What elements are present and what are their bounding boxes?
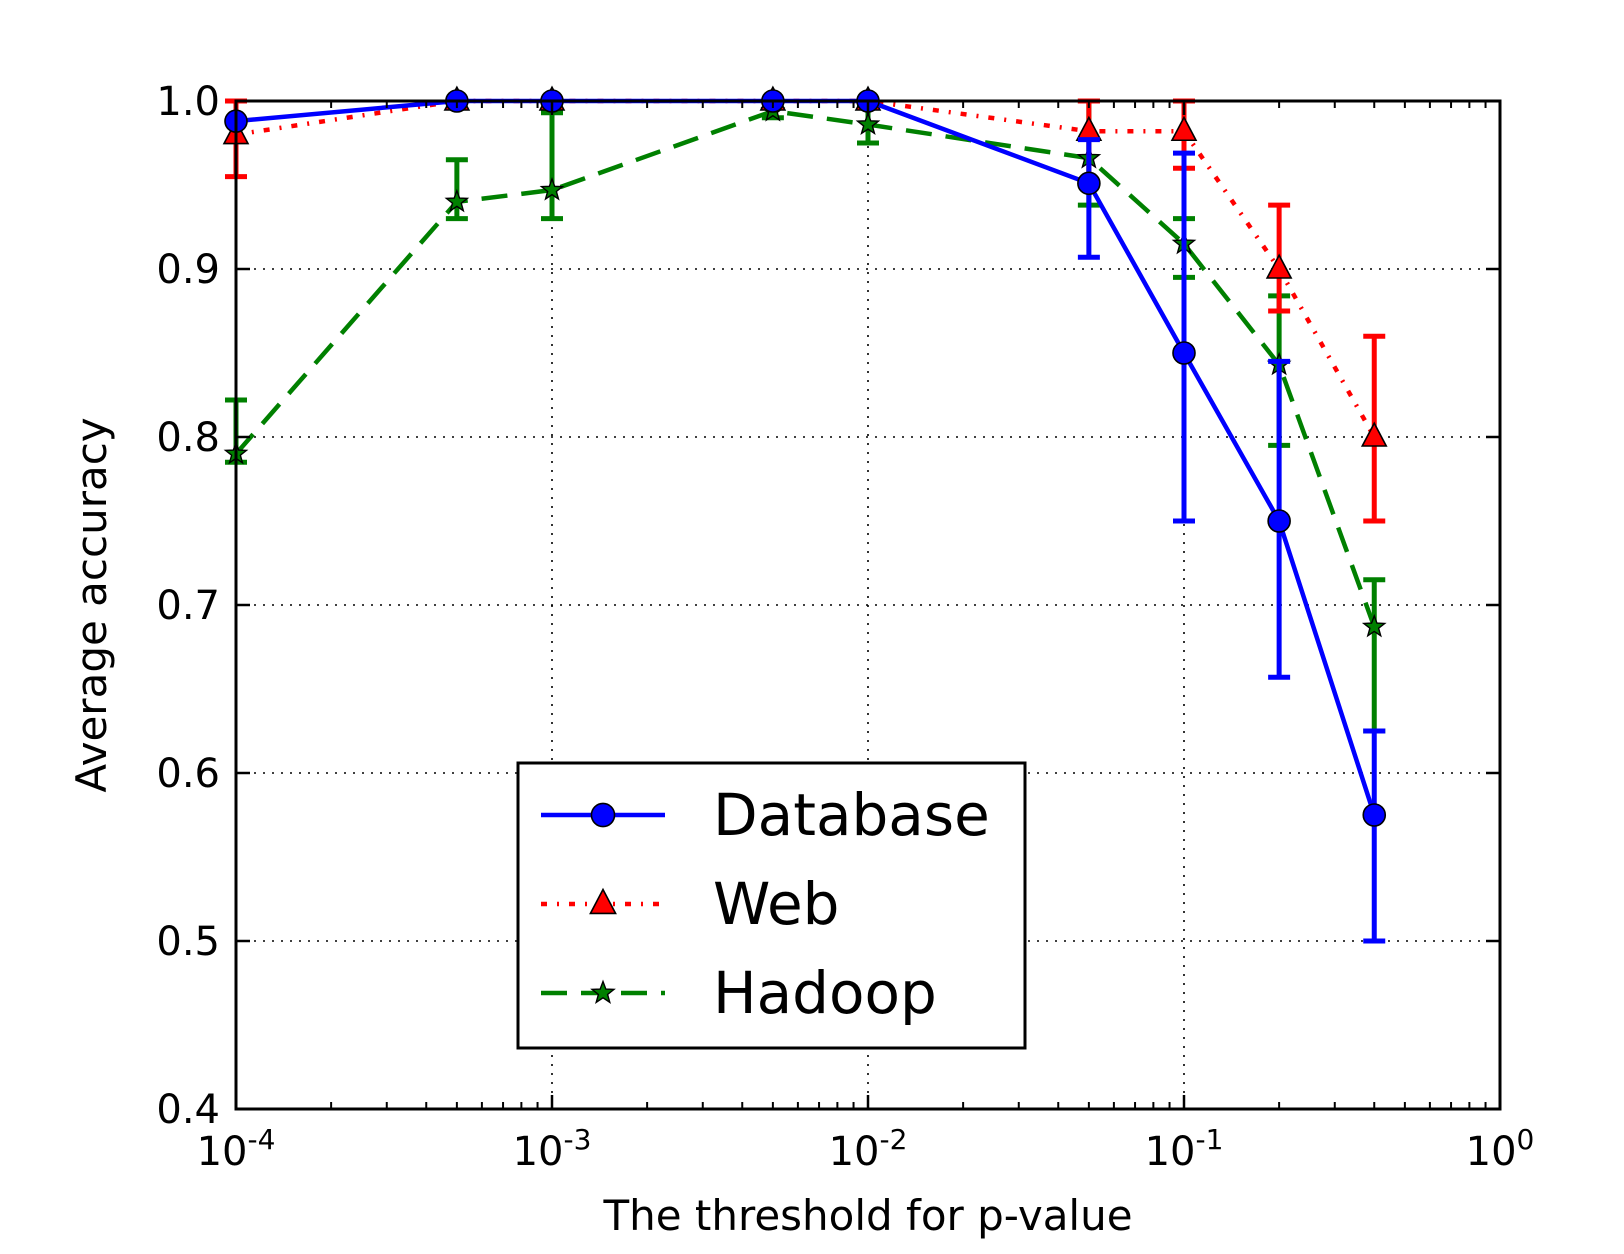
- data-point: [590, 979, 616, 1004]
- x-tick-exponent: -3: [563, 1123, 591, 1156]
- x-tick-exponent: -1: [1195, 1123, 1223, 1156]
- legend-label-web: Web: [713, 870, 839, 938]
- y-axis-label: Average accuracy: [67, 417, 116, 792]
- ticks: [234, 99, 1502, 1111]
- x-tick-base: 10: [513, 1129, 564, 1175]
- data-point: [1361, 613, 1387, 638]
- x-tick-base: 10: [829, 1129, 880, 1175]
- y-tick-label: 1.0: [156, 79, 220, 125]
- x-tick-exponent: -2: [879, 1123, 907, 1156]
- legend-entry-hadoop: Hadoop: [541, 959, 937, 1027]
- legend-entry-database: Database: [541, 781, 990, 849]
- x-tick-base: 10: [1466, 1129, 1517, 1175]
- x-tick-base: 10: [1145, 1129, 1196, 1175]
- x-tick-label: 10-1: [1145, 1123, 1224, 1175]
- y-tick-label: 0.6: [156, 751, 220, 797]
- x-tick-label: 10-3: [513, 1123, 592, 1175]
- data-point: [1267, 509, 1291, 533]
- legend-label-database: Database: [713, 781, 990, 849]
- tick-labels: 0.40.50.60.70.80.91.010-4 10-3 10-2 10-1 100: [156, 79, 1534, 1175]
- data-point: [590, 802, 616, 828]
- y-tick-label: 0.4: [156, 1087, 220, 1133]
- x-axis-label: The threshold for p-value: [602, 1191, 1132, 1240]
- x-tick-exponent: 0: [1517, 1123, 1535, 1156]
- data-point: [444, 188, 470, 213]
- data-point: [1077, 171, 1101, 196]
- y-tick-label: 0.5: [156, 919, 220, 965]
- data-point: [1360, 421, 1388, 447]
- y-tick-label: 0.9: [156, 247, 220, 293]
- data-point: [1172, 341, 1196, 365]
- x-tick-label: 100: [1466, 1123, 1535, 1175]
- data-point: [539, 177, 565, 201]
- data-point: [1170, 115, 1198, 142]
- legend-entries: Database Web Hadoop: [541, 781, 990, 1027]
- data-point: [855, 111, 881, 136]
- data-point: [589, 887, 617, 915]
- data-point: [1265, 253, 1293, 279]
- data-point: [1362, 803, 1387, 827]
- x-tick-label: 10-4: [197, 1123, 276, 1175]
- legend: Database Web Hadoop: [516, 761, 1027, 1050]
- legend-entry-web: Web: [541, 870, 839, 938]
- y-tick-label: 0.7: [156, 583, 220, 629]
- y-tick-label: 0.8: [156, 415, 220, 461]
- x-tick-label: 10-2: [829, 1123, 908, 1175]
- legend-label-hadoop: Hadoop: [713, 959, 937, 1027]
- x-tick-base: 10: [197, 1129, 248, 1175]
- x-tick-exponent: -4: [247, 1123, 275, 1156]
